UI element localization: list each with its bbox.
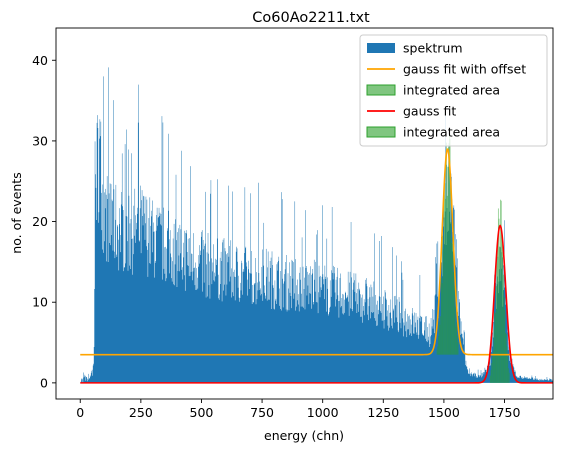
integrated-area-bar [497, 208, 499, 383]
legend-box [359, 34, 548, 147]
integrated-area-bar [496, 249, 498, 383]
integrated-area-bar [492, 351, 494, 383]
integrated-area-bar [506, 346, 508, 383]
integrated-area-bar [504, 309, 506, 383]
integrated-area-bar [505, 333, 507, 383]
integrated-area-bar [507, 356, 509, 383]
integrated-area-bar [502, 244, 504, 383]
legend: spektrum gauss fit with offset integrated … [359, 34, 548, 147]
integrated-area-bar [448, 146, 449, 355]
integrated-area-bar [457, 342, 459, 355]
gauss-fit-with-offset-line [80, 148, 553, 356]
integrated-area-bar [445, 198, 447, 355]
spektrum-histogram [80, 67, 553, 383]
y-tick-label: 10 [32, 295, 48, 310]
spektrum-series [80, 67, 553, 383]
integrated-area-bar [443, 195, 445, 355]
integrated-area-bar [443, 249, 444, 355]
integrated-area-bar [492, 355, 493, 383]
integrated-area-bar [438, 321, 440, 355]
integrated-area-bar [440, 277, 442, 355]
integrated-area-bar [447, 166, 449, 355]
integrated-area-bar [455, 326, 457, 355]
integrated-area-bar [500, 200, 502, 383]
integrated-area-2 [436, 133, 459, 355]
integrated-area-bar [454, 285, 455, 355]
integrated-area-bar [493, 329, 495, 383]
integrated-area-bar [436, 349, 438, 355]
legend-label: integrated area [403, 125, 500, 140]
plot-frame [55, 27, 554, 400]
x-tick-label: 500 [190, 405, 214, 420]
integrated-area-bar [456, 335, 458, 355]
legend-item: spektrum [367, 41, 463, 56]
legend-swatch [366, 84, 396, 96]
integrated-area-bar [454, 306, 456, 355]
integrated-area-bar [501, 231, 503, 383]
x-tick-label: 1750 [489, 405, 521, 420]
integrated-area-bar [441, 283, 443, 355]
integrated-area-bar [508, 368, 509, 383]
integrated-area-bar [444, 183, 446, 355]
integrated-area-bar [498, 218, 500, 383]
integrated-area-bar [439, 324, 441, 355]
integrated-area-bar [448, 133, 450, 355]
integrated-area-bar [442, 235, 444, 355]
integrated-area-bar [440, 316, 441, 355]
x-tick-label: 1500 [428, 405, 460, 420]
integrated-area-bar [453, 272, 455, 355]
y-tick-label: 40 [32, 53, 48, 68]
chart-title: Co60Ao2211.txt [252, 10, 370, 26]
integrated-area-bar [508, 372, 510, 383]
integrated-area-bar [499, 247, 501, 383]
y-tick-label: 20 [32, 214, 48, 229]
y-axis-label: no. of events [9, 172, 24, 253]
legend-label: gauss fit [403, 104, 456, 119]
integrated-area-bar [438, 336, 439, 355]
integrated-area-bar [449, 138, 451, 355]
gauss-fit-line [80, 224, 553, 384]
integrated-area-bar [489, 375, 491, 383]
x-tick-label: 1250 [367, 405, 399, 420]
legend-item: gauss fit [367, 104, 456, 119]
x-tick-label: 1000 [307, 405, 339, 420]
legend-swatch [366, 126, 396, 138]
legend-item: integrated area [366, 83, 500, 98]
x-axis-label: energy (chn) [264, 428, 344, 443]
y-tick-label: 30 [32, 133, 48, 148]
legend-label: spektrum [403, 41, 463, 56]
y-tick-label: 0 [40, 375, 48, 390]
integrated-area-bar [456, 322, 457, 355]
integrated-area-bar [491, 363, 493, 383]
integrated-area-4 [489, 199, 510, 383]
integrated-area-bar [495, 313, 496, 383]
integrated-area-bar [437, 346, 439, 355]
legend-item: integrated area [366, 125, 500, 140]
x-tick-label: 750 [250, 405, 274, 420]
integrated-area-bar [490, 369, 492, 383]
integrated-area-bar [451, 237, 453, 355]
integrated-area-bar [503, 296, 505, 383]
x-tick-label: 250 [129, 405, 153, 420]
integrated-area-bar [452, 243, 454, 355]
integrated-area-bar [505, 332, 506, 383]
integrated-area-bar [495, 286, 497, 383]
legend-item: gauss fit with offset [367, 62, 526, 77]
integrated-area-bar [446, 142, 447, 355]
integrated-area-bar [451, 242, 452, 355]
integrated-area-bar [450, 222, 452, 355]
integrated-area-bar [497, 244, 498, 383]
x-tick-label: 0 [76, 405, 84, 420]
integrated-area-bar [494, 311, 496, 383]
integrated-area-bar [500, 199, 501, 383]
data-layer [80, 67, 553, 384]
integrated-area-bar [503, 274, 504, 383]
legend-label: integrated area [403, 83, 500, 98]
legend-swatch [367, 43, 395, 53]
legend-label: gauss fit with offset [403, 62, 526, 77]
integrated-area-bar [446, 195, 448, 355]
x-axis: 0 250 500 750 1000 1250 1500 1750 [76, 399, 520, 420]
y-axis: 0 10 20 30 40 [32, 53, 56, 390]
